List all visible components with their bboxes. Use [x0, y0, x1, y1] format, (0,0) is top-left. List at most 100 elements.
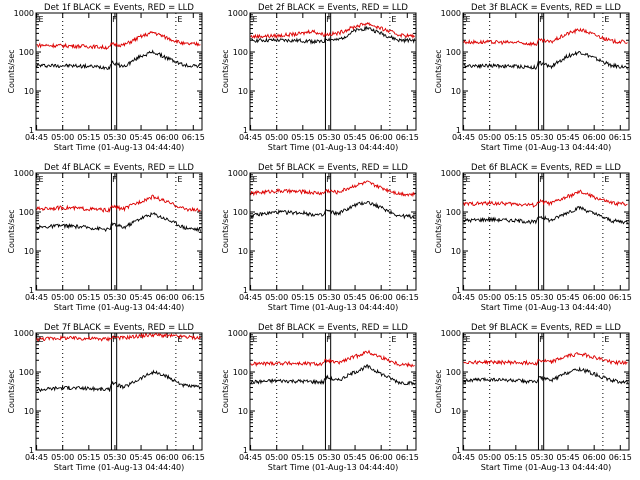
marker-f-label: F — [539, 335, 544, 344]
x-tick-label: 05:15 — [291, 293, 314, 302]
x-tick-label: 06:15 — [396, 453, 419, 462]
y-tick-label: 1 — [29, 446, 34, 455]
flare-interval-box — [537, 332, 545, 451]
x-tick-label: 06:15 — [182, 133, 205, 142]
marker-e-label-right: E — [604, 175, 609, 184]
lld-series-line — [463, 189, 628, 208]
x-tick-label: 05:45 — [344, 293, 367, 302]
x-tick-label: 05:00 — [478, 453, 501, 462]
marker-e-label-right: E — [604, 335, 609, 344]
marker-e-label-right: E — [177, 175, 182, 184]
x-tick-label: 05:45 — [130, 133, 153, 142]
flare-interval-box — [537, 172, 545, 291]
y-axis-label: Counts/sec — [221, 49, 230, 93]
x-tick-label: 06:15 — [609, 293, 632, 302]
lld-series-line — [463, 352, 628, 367]
events-series-line — [250, 25, 415, 45]
marker-f-label: F — [112, 175, 117, 184]
panel-det-5f: Det 5f BLACK = Events, RED = LLD F E E 1 10 10… — [221, 163, 419, 312]
marker-f-label: F — [112, 335, 117, 344]
flare-interval-box — [110, 12, 118, 131]
x-tick-label: 06:00 — [156, 133, 179, 142]
flare-interval-box — [110, 332, 118, 451]
marker-e-label-right: E — [391, 15, 396, 24]
x-tick-label: 05:30 — [530, 453, 553, 462]
events-series-line — [463, 366, 628, 385]
y-axis-label: Counts/sec — [7, 209, 16, 253]
y-axis-label: Counts/sec — [7, 49, 16, 93]
y-tick-label: 10 — [24, 87, 34, 96]
y-tick-label: 100 — [446, 208, 461, 217]
x-tick-label: 05:15 — [77, 453, 100, 462]
x-tick-label: 05:30 — [103, 133, 126, 142]
x-tick-label: 05:00 — [478, 293, 501, 302]
y-tick-label: 1 — [243, 286, 248, 295]
x-tick-label: 06:15 — [396, 133, 419, 142]
flare-interval-box — [324, 172, 332, 291]
panel-title: Det 3f BLACK = Events, RED = LLD — [471, 3, 621, 13]
plot-frame — [249, 172, 417, 291]
x-tick-label: 04:45 — [239, 453, 262, 462]
panel-det-6f: Det 6f BLACK = Events, RED = LLD F E E 1 10 10… — [434, 163, 632, 312]
x-tick-label: 04:45 — [25, 133, 48, 142]
y-tick-label: 10 — [238, 87, 248, 96]
plot-frame — [35, 12, 203, 131]
x-tick-label: 05:00 — [265, 453, 288, 462]
panel-det-2f: Det 2f BLACK = Events, RED = LLD F E E 1 10 10… — [221, 3, 419, 152]
x-tick-label: 05:15 — [504, 453, 527, 462]
lld-series-line — [250, 349, 415, 368]
lld-series-line — [250, 21, 415, 40]
y-tick-label: 1 — [243, 126, 248, 135]
plot-frame — [35, 332, 203, 451]
x-tick-label: 06:00 — [370, 453, 393, 462]
panel-title: Det 1f BLACK = Events, RED = LLD — [44, 3, 194, 13]
y-tick-label: 10 — [451, 407, 461, 416]
y-tick-label: 100 — [446, 48, 461, 57]
marker-e-label-left: E — [252, 175, 257, 184]
x-tick-label: 04:45 — [25, 453, 48, 462]
marker-e-label-right: E — [391, 175, 396, 184]
panel-det-4f: Det 4f BLACK = Events, RED = LLD F E E 1 10 10… — [7, 163, 205, 312]
x-tick-label: 04:45 — [239, 133, 262, 142]
x-tick-label: 05:30 — [103, 293, 126, 302]
x-tick-label: 05:30 — [317, 453, 340, 462]
y-axis-label: Counts/sec — [434, 49, 443, 93]
y-tick-label: 10 — [238, 247, 248, 256]
panel-title: Det 2f BLACK = Events, RED = LLD — [258, 3, 408, 13]
x-tick-label: 05:30 — [103, 453, 126, 462]
x-tick-label: 05:15 — [504, 133, 527, 142]
x-tick-label: 05:45 — [557, 133, 580, 142]
x-tick-label: 05:00 — [265, 293, 288, 302]
x-tick-label: 06:15 — [182, 293, 205, 302]
x-axis-label: Start Time (01-Aug-13 04:44:40) — [268, 463, 399, 472]
marker-f-label: F — [112, 15, 117, 24]
x-tick-label: 06:00 — [583, 133, 606, 142]
flare-interval-box — [324, 332, 332, 451]
y-tick-label: 1 — [29, 126, 34, 135]
panel-title: Det 4f BLACK = Events, RED = LLD — [44, 163, 194, 173]
y-axis-label: Counts/sec — [221, 209, 230, 253]
y-tick-label: 1 — [456, 446, 461, 455]
x-tick-label: 05:45 — [130, 453, 153, 462]
y-tick-label: 100 — [233, 48, 248, 57]
x-tick-label: 06:00 — [370, 133, 393, 142]
x-tick-label: 06:00 — [370, 293, 393, 302]
lld-series-line — [36, 30, 201, 50]
x-tick-label: 05:15 — [504, 293, 527, 302]
x-tick-label: 05:15 — [291, 133, 314, 142]
y-tick-label: 100 — [233, 208, 248, 217]
x-tick-label: 05:30 — [530, 133, 553, 142]
x-axis-label: Start Time (01-Aug-13 04:44:40) — [54, 463, 185, 472]
lld-series-line — [463, 27, 628, 47]
y-tick-label: 100 — [233, 368, 248, 377]
panel-title: Det 6f BLACK = Events, RED = LLD — [471, 163, 621, 173]
marker-e-label-right: E — [177, 335, 182, 344]
plot-frame — [249, 12, 417, 131]
marker-e-label-left: E — [465, 335, 470, 344]
y-tick-label: 1000 — [441, 9, 461, 18]
x-tick-label: 05:30 — [530, 293, 553, 302]
flare-interval-box — [110, 172, 118, 291]
x-tick-label: 05:45 — [344, 453, 367, 462]
x-tick-label: 05:45 — [130, 293, 153, 302]
